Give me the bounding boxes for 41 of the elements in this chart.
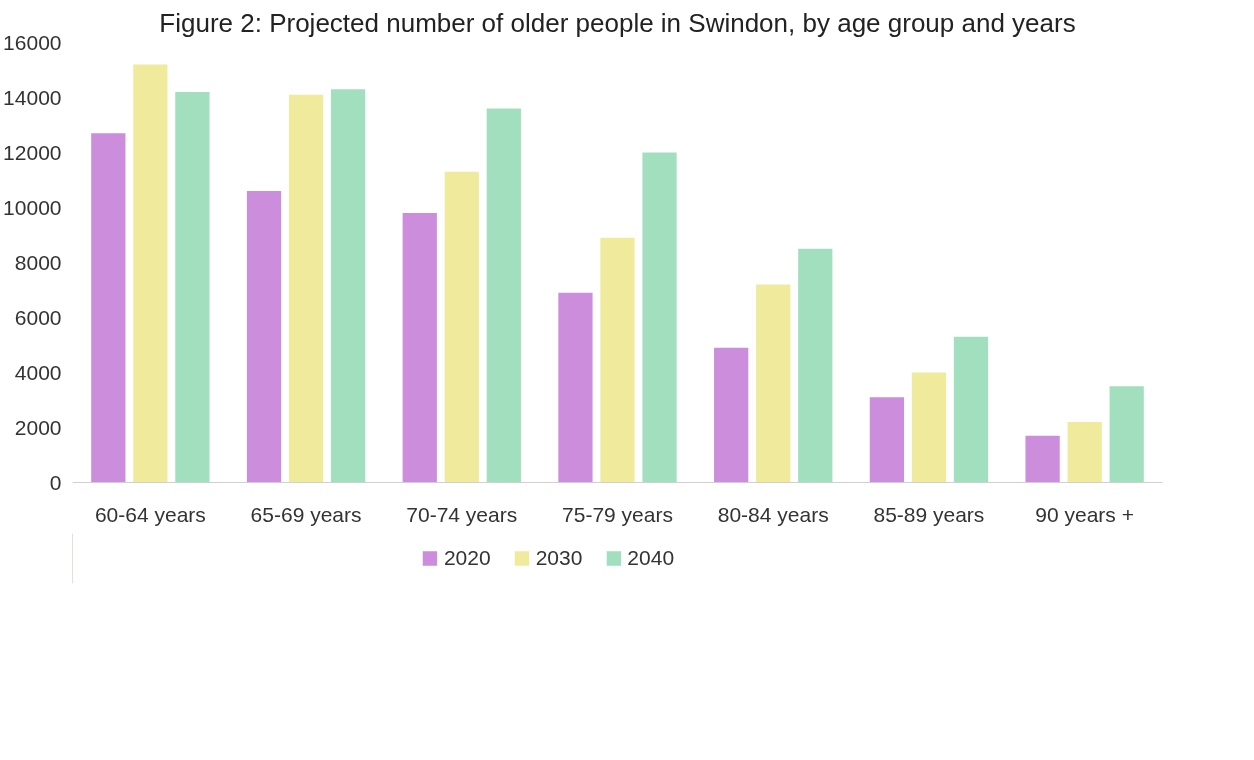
x-tick-label: 65-69 years (250, 502, 362, 526)
bar (175, 92, 210, 483)
y-tick-label: 0 (49, 470, 62, 494)
bar (444, 171, 479, 483)
y-tick-label: 6000 (14, 305, 62, 329)
x-tick-label: 60-64 years (94, 502, 206, 526)
bar (798, 248, 833, 483)
bar (330, 89, 366, 483)
bar (869, 397, 905, 483)
x-tick-label: 70-74 years (406, 502, 518, 526)
bar (91, 133, 126, 483)
x-tick-label: 90 years + (1035, 502, 1134, 526)
bar (1109, 386, 1144, 483)
x-tick-label: 80-84 years (717, 502, 829, 526)
bar (486, 108, 521, 483)
y-tick-label: 12000 (3, 140, 62, 164)
chart-title: Figure 2: Projected number of older people in Swindon, by age group and years (159, 7, 1076, 38)
legend-label: 2020 (443, 546, 491, 570)
y-tick-label: 16000 (3, 30, 62, 54)
bar (133, 64, 168, 483)
bar (1067, 422, 1102, 483)
y-tick-label: 8000 (14, 250, 62, 274)
bar (288, 94, 324, 483)
bar (642, 152, 677, 483)
bar (246, 191, 282, 483)
bar (714, 347, 749, 483)
bar (402, 213, 437, 483)
bar (911, 372, 947, 483)
x-tick-label: 75-79 years (562, 502, 673, 526)
y-tick-label: 4000 (14, 360, 62, 384)
bar (1025, 435, 1060, 483)
legend-label: 2040 (627, 546, 675, 570)
bar (756, 284, 791, 483)
y-tick-label: 2000 (14, 415, 62, 439)
bar (558, 292, 593, 483)
y-tick-label: 14000 (3, 85, 62, 109)
x-tick-label: 85-89 years (873, 502, 985, 526)
bar (600, 237, 635, 483)
legend-label: 2030 (535, 546, 583, 570)
bar (953, 336, 989, 483)
y-tick-label: 10000 (3, 195, 62, 219)
